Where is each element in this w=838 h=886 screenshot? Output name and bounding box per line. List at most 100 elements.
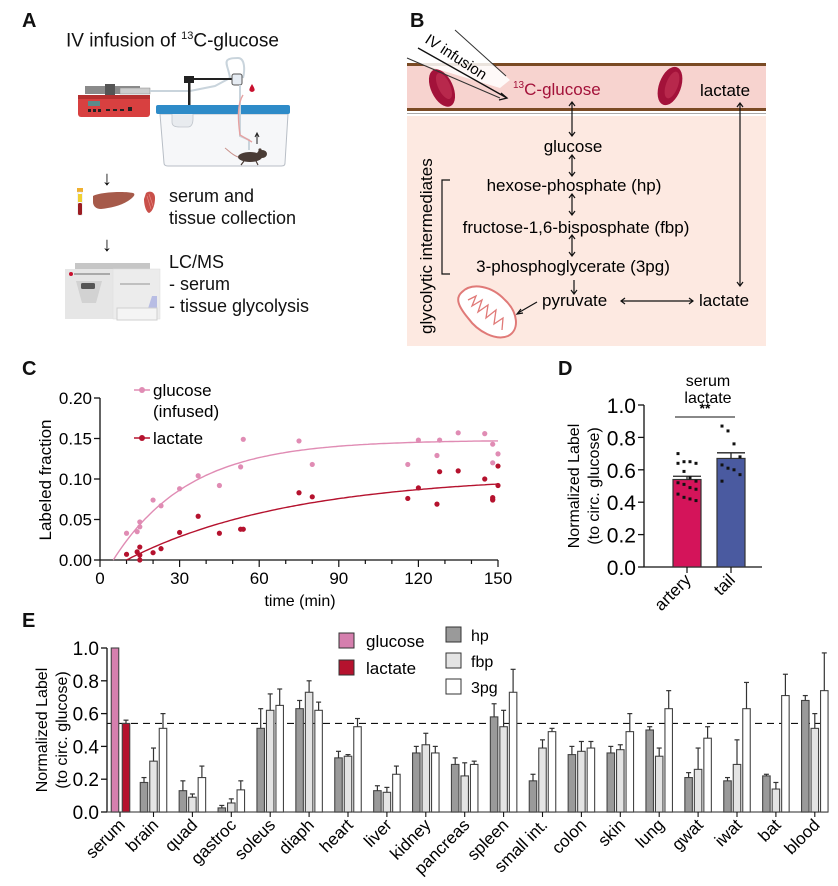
bar-hp bbox=[567, 754, 577, 813]
data-point-artery bbox=[682, 460, 686, 464]
bar-3pg bbox=[197, 777, 207, 813]
bar-3pg bbox=[819, 690, 829, 813]
bar-hp bbox=[256, 727, 266, 813]
step2-line2: tissue collection bbox=[169, 208, 297, 228]
data-point-artery bbox=[694, 461, 698, 465]
panel-c-chart: 0.00 0.05 0.10 0.15 0.20 0 30 60 90 120 150 time (… bbox=[36, 381, 512, 610]
data-point-lactate bbox=[495, 463, 501, 469]
x-tick-label: 120 bbox=[404, 569, 432, 588]
significance-label: ** bbox=[700, 400, 711, 416]
x-tick-label: colon bbox=[548, 815, 590, 857]
bar-fbp bbox=[693, 768, 703, 813]
panel-d-letter: D bbox=[558, 358, 573, 380]
bar-3pg bbox=[469, 763, 479, 813]
bar-hp bbox=[450, 763, 460, 813]
title-sup: 13 bbox=[181, 30, 194, 42]
panel-b-letter: B bbox=[410, 10, 425, 32]
legend-lactate-marker bbox=[139, 435, 145, 441]
data-point-glucose bbox=[455, 430, 461, 436]
data-point-artery bbox=[676, 492, 680, 496]
data-point-lactate bbox=[137, 557, 143, 563]
bar-hp bbox=[800, 699, 810, 813]
data-point-artery bbox=[682, 469, 686, 473]
bar-3pg bbox=[275, 704, 285, 813]
bar-hp bbox=[178, 790, 188, 813]
data-point-lactate bbox=[434, 501, 440, 507]
y-tick-label: 0.8 bbox=[73, 672, 99, 693]
data-point-lactate bbox=[216, 530, 222, 536]
bar-fbp bbox=[149, 760, 158, 813]
legend: glucose lactate hp fbp 3pg bbox=[338, 626, 498, 697]
x-tick-label-tail: tail bbox=[710, 570, 739, 599]
mass-spectrometer-icon bbox=[65, 263, 161, 321]
bar-3pg bbox=[781, 695, 790, 813]
x-tick-label: lung bbox=[632, 815, 668, 851]
bar-hp bbox=[528, 780, 538, 813]
infused-glucose-label: 13C-glucose bbox=[513, 80, 601, 99]
data-point-lactate bbox=[195, 513, 201, 519]
legend-lactate-label: lactate bbox=[153, 429, 203, 448]
step3-line3: - tissue glycolysis bbox=[169, 296, 310, 316]
bar-fbp bbox=[382, 791, 392, 813]
data-point-glucose bbox=[195, 473, 201, 479]
legend-hp-label: hp bbox=[471, 628, 489, 645]
data-point-artery bbox=[688, 460, 692, 464]
panel-e-chart: Normalized Label (to circ. glucose) 0.0 0… bbox=[34, 626, 829, 878]
data-point-lactate bbox=[490, 497, 496, 503]
y-tick-label: 0.6 bbox=[607, 460, 636, 483]
legend-glucose-label-2: (infused) bbox=[153, 402, 219, 421]
data-point-glucose bbox=[495, 451, 501, 457]
data-point-tail bbox=[726, 429, 730, 433]
data-point-glucose bbox=[437, 437, 443, 443]
legend-glucose-label: glucose bbox=[366, 632, 425, 651]
data-point-lactate bbox=[455, 468, 461, 474]
y-tick-label: 0.2 bbox=[73, 770, 99, 791]
bar-hp bbox=[684, 777, 693, 813]
x-tick-label: 30 bbox=[170, 569, 189, 588]
vessel-lactate-label: lactate bbox=[700, 81, 750, 100]
data-point-glucose bbox=[240, 436, 246, 442]
data-point-artery bbox=[688, 497, 692, 501]
bar-3pg bbox=[236, 789, 246, 813]
bar-fbp bbox=[499, 726, 508, 813]
bar-3pg bbox=[625, 731, 635, 813]
data-point-tail bbox=[720, 479, 724, 483]
x-tick-label: 60 bbox=[250, 569, 269, 588]
bar-hp bbox=[295, 708, 304, 813]
data-point-tail bbox=[720, 463, 724, 467]
y-tick-label: 0.00 bbox=[59, 551, 92, 570]
tether-arm-icon bbox=[184, 73, 243, 106]
data-point-artery bbox=[694, 479, 698, 483]
data-point-artery bbox=[694, 499, 698, 503]
y-tick-label: 1.0 bbox=[73, 639, 99, 660]
data-point-lactate bbox=[482, 476, 488, 482]
bar-3pg bbox=[430, 752, 440, 813]
legend-glucose-label-1: glucose bbox=[153, 381, 212, 400]
legend-3pg-label: 3pg bbox=[471, 680, 498, 697]
data-point-glucose bbox=[434, 452, 440, 459]
legend-glucose-marker bbox=[139, 387, 145, 393]
y-tick-label: 0.20 bbox=[59, 389, 92, 408]
legend-hp-swatch bbox=[445, 626, 462, 643]
bar-fbp bbox=[732, 763, 742, 813]
bar-3pg bbox=[586, 747, 596, 813]
y-tick-label: 0.8 bbox=[607, 427, 636, 450]
bar-fbp bbox=[615, 749, 625, 813]
y-tick-label: 0.05 bbox=[59, 511, 92, 530]
y-tick-label: 0.0 bbox=[73, 803, 99, 824]
data-point-lactate bbox=[296, 490, 302, 496]
bar-3pg bbox=[158, 727, 168, 813]
bar-3pg bbox=[353, 726, 362, 813]
data-point-artery bbox=[688, 486, 692, 490]
bar-fbp bbox=[421, 744, 431, 813]
bar-3pg bbox=[664, 708, 674, 813]
hexose-phosphate-label: hexose-phosphate (hp) bbox=[487, 176, 662, 195]
bar-3pg bbox=[547, 731, 557, 813]
data-point-glucose bbox=[490, 441, 496, 447]
y-axis-label: Labeled fraction bbox=[36, 420, 55, 541]
x-tick-label: skin bbox=[594, 815, 629, 850]
bar-3pg bbox=[508, 691, 518, 813]
x-tick-label: bat bbox=[755, 815, 785, 845]
legend-lactate-label: lactate bbox=[366, 659, 416, 678]
legend: glucose (infused) lactate bbox=[134, 381, 219, 448]
